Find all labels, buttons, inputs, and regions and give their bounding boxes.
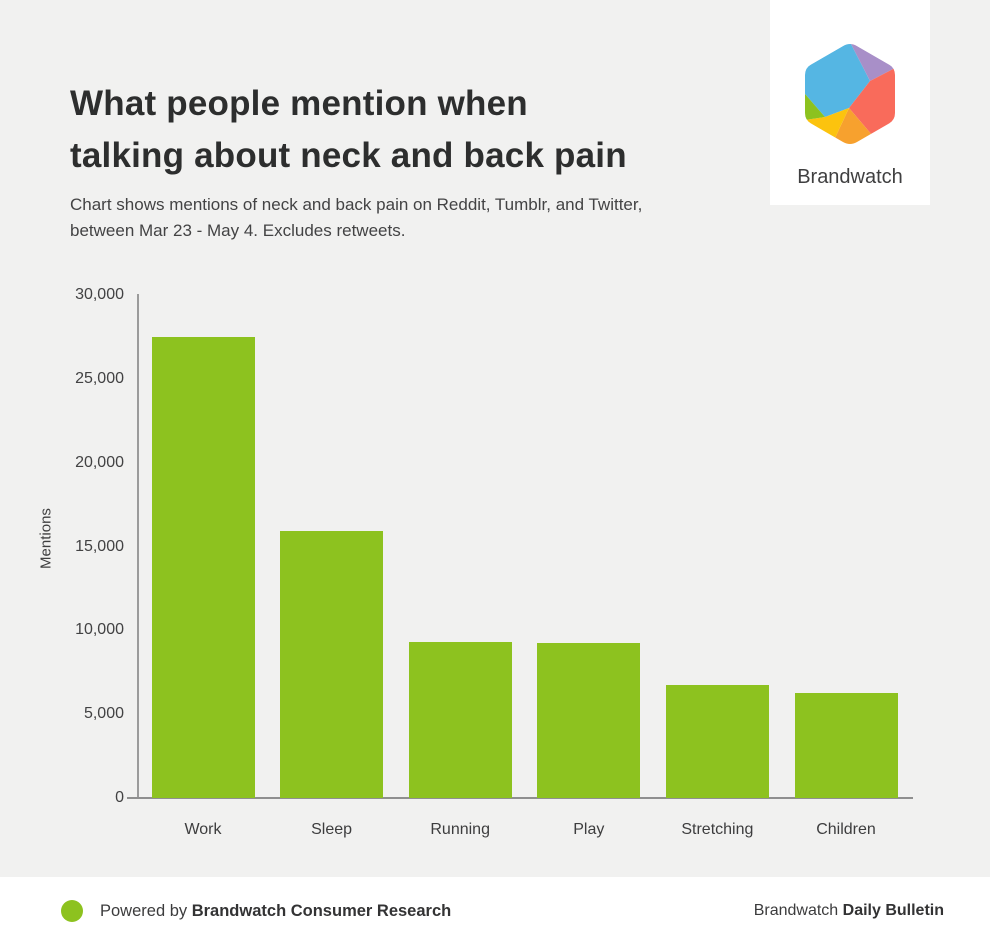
page-title: What people mention when talking about n…: [70, 78, 627, 182]
powered-by-brand: Brandwatch Consumer Research: [191, 901, 452, 920]
hexagon-facet-yellow: [805, 108, 849, 138]
bar-play: [537, 642, 641, 798]
y-tick-label: 25,000: [75, 369, 124, 387]
title-line-1: What people mention when: [70, 84, 528, 123]
x-axis-line: [127, 797, 913, 799]
footer-bulletin: Brandwatch ​Daily Bulletin: [754, 877, 944, 945]
chart-subtitle: Chart shows mentions of neck and back pa…: [70, 192, 642, 244]
x-tick-label-work: Work: [184, 821, 222, 838]
x-tick-label-play: Play: [573, 821, 605, 838]
hexagon-facet-orange: [835, 108, 872, 144]
bulletin-brand: Brandwatch ​: [753, 902, 843, 919]
hexagon-facet-blue: [805, 44, 870, 117]
y-tick-label: 30,000: [75, 286, 124, 303]
y-tick-label: 20,000: [75, 453, 124, 471]
hexagon-facet-green: [805, 94, 825, 120]
green-dot-icon: [61, 900, 83, 922]
y-axis-line: [137, 294, 139, 798]
subtitle-line-2: between Mar 23 - May 4. Excludes retweet…: [70, 221, 406, 240]
bar-work: [151, 336, 255, 798]
footer-bar: Powered by Brandwatch Consumer Research …: [0, 877, 990, 945]
bar-sleep: [280, 531, 384, 798]
y-tick-label: 15,000: [75, 537, 124, 555]
subtitle-line-1: Chart shows mentions of neck and back pa…: [70, 195, 643, 214]
brandwatch-hexagon-icon: [805, 44, 895, 144]
powered-by-text: Powered by: [100, 901, 192, 920]
brandwatch-logo-box: Brandwatch: [770, 0, 930, 205]
title-line-2: talking about neck and back pain: [70, 136, 627, 175]
x-tick-label-running: Running: [430, 821, 490, 838]
y-tick-label: 5,000: [83, 705, 124, 723]
x-tick-label-sleep: Sleep: [311, 821, 353, 838]
bulletin-title: Daily Bulletin: [842, 902, 944, 919]
footer-powered-by: Powered by Brandwatch Consumer Research: [61, 877, 451, 945]
y-tick-label: 10,000: [75, 621, 124, 639]
hexagon-facet-coral: [849, 68, 895, 135]
brandwatch-wordmark: Brandwatch: [797, 166, 903, 188]
x-tick-label-children: Children: [816, 821, 876, 838]
hexagon-facet-purple: [850, 44, 895, 81]
bar-running: [408, 642, 512, 798]
bar-children: [794, 693, 898, 798]
bar-stretching: [665, 684, 769, 798]
x-tick-label-stretching: Stretching: [681, 821, 754, 838]
y-tick-label: 0: [115, 789, 124, 806]
